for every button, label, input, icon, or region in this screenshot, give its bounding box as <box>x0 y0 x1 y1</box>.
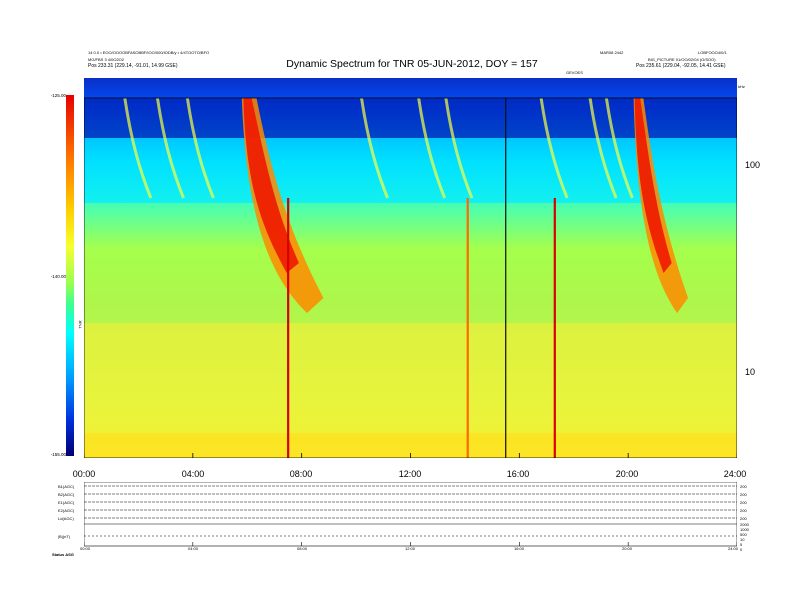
header-right-line2: BIG_PICTURE 01/OO/02/04 (O/SOO) <box>648 57 716 62</box>
mini-x-6: 24:00 <box>728 546 739 551</box>
panel-rt-5: 2000 <box>740 522 749 527</box>
streak-4 <box>417 97 447 199</box>
streak-2 <box>185 97 215 199</box>
panel-rt-6: 1000 <box>740 527 749 532</box>
burst-core-1 <box>634 98 672 273</box>
plot-frame <box>84 97 737 458</box>
x-tick-5: 20:00 <box>615 469 639 479</box>
header-right-line3: Pos 235.61 (229.04, -92.05, 14.41 GSE) <box>636 63 726 69</box>
lower-panels <box>84 482 737 547</box>
x-tick-0: 00:00 <box>72 469 96 479</box>
x-tick-6: 24:00 <box>723 469 747 479</box>
panel-rt-3: 200 <box>740 508 747 513</box>
streak-8 <box>604 97 634 199</box>
footer-label: Status ASG <box>52 552 74 557</box>
header-left-line3: Pos 233.31 (229.14, -91.01, 14.99 GSE) <box>88 63 178 69</box>
colorbar-tick-bottom: -155.00 <box>50 452 66 457</box>
spike-4 <box>466 198 469 458</box>
spectrogram-band-low-mid <box>84 203 737 323</box>
corner-unit: kHz <box>738 84 745 89</box>
panel-rt-1: 200 <box>740 492 747 497</box>
mini-x-3: 12:00 <box>405 546 416 551</box>
panel-label-6: |B|(nT) <box>58 534 71 539</box>
y-tick-100: 100 <box>745 160 761 170</box>
y-tick-10: 10 <box>745 367 756 377</box>
header-right-small-1: MAR08 2442 <box>600 50 624 55</box>
panel-label-4: Ld(AGC) <box>58 516 74 521</box>
header-right-small-2: LOBFOOO4/0/1 <box>698 50 727 55</box>
panel-rt-4: 200 <box>740 516 747 521</box>
gap-line-5 <box>505 98 507 458</box>
colorbar-tick-mid: -140.00 <box>50 274 66 279</box>
panel-label-3: E2(AGC) <box>58 508 75 513</box>
mini-x-0: 00:00 <box>80 546 91 551</box>
panel-label-2: E1(AGC) <box>58 500 75 505</box>
colorbar-tick-top: -125.00 <box>50 93 66 98</box>
panel-rt-8: 10 <box>740 537 745 542</box>
header-left-line1: 14 0.0 • EOO/OOOOBFASOBBF/IOO/000/IODB/y… <box>88 50 210 55</box>
panel-rt-2: 200 <box>740 500 747 505</box>
mini-x-5: 20:00 <box>622 546 633 551</box>
panel-rt-10: 0 <box>740 547 743 552</box>
panel-rt-7: 500 <box>740 532 747 537</box>
mini-x-4: 16:00 <box>514 546 525 551</box>
panel-label-1: B2(AGC) <box>58 492 75 497</box>
mini-x-2: 08:00 <box>297 546 308 551</box>
header-left-line2: MG/FBS 3 4/0O2O2 <box>88 57 125 62</box>
spectrogram-plot <box>84 78 737 458</box>
header-center-small: GEVOES <box>566 70 583 75</box>
x-tick-2: 08:00 <box>289 469 313 479</box>
x-tick-1: 04:00 <box>181 469 205 479</box>
panel-label-0: B1(AGC) <box>58 484 75 489</box>
spike-3 <box>553 198 556 458</box>
streak-0 <box>123 97 153 199</box>
chart-title: Dynamic Spectrum for TNR 05-JUN-2012, DO… <box>286 58 538 70</box>
colorbar <box>66 95 74 456</box>
spectrogram-band-mid-freq <box>84 138 737 203</box>
panel-rt-9: 5 <box>740 542 743 547</box>
streak-7 <box>588 97 618 199</box>
streak-3 <box>360 97 389 199</box>
mini-x-1: 04:00 <box>188 546 199 551</box>
streak-6 <box>539 97 569 199</box>
panel-rt-0: 200 <box>740 484 747 489</box>
spike-2 <box>287 198 290 458</box>
mini-frame <box>84 482 737 547</box>
colorbar-label: TNR <box>77 320 83 329</box>
streak-1 <box>155 97 185 199</box>
x-tick-4: 16:00 <box>506 469 530 479</box>
x-tick-3: 12:00 <box>398 469 422 479</box>
streak-5 <box>444 97 474 199</box>
burst-core-0 <box>243 98 299 273</box>
